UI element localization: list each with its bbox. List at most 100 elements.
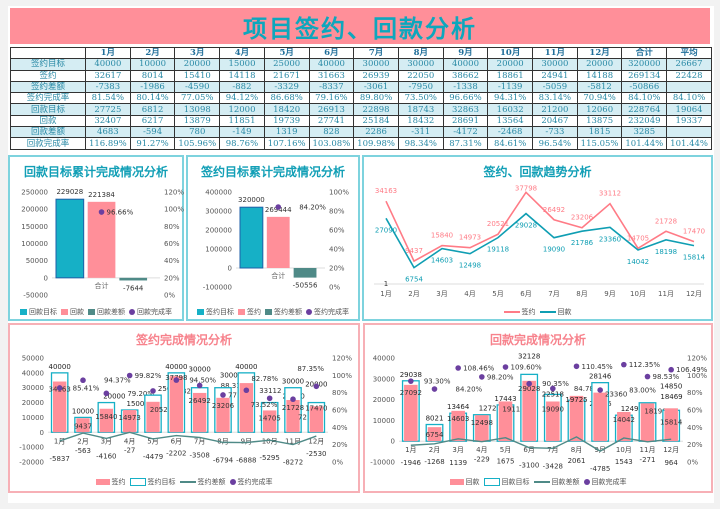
table-cell[interactable]: 79.16%	[308, 92, 355, 105]
table-cell[interactable]: -5059	[532, 80, 578, 94]
table-cell[interactable]: 19739	[263, 114, 310, 128]
table-cell[interactable]: 84.10%	[621, 92, 668, 105]
table-cell[interactable]: 18861	[487, 69, 534, 82]
table-cell[interactable]: 18420	[263, 103, 310, 116]
table-cell[interactable]: 14188	[576, 69, 623, 82]
table-cell[interactable]: 83.14%	[532, 92, 578, 105]
table-cell[interactable]: 107.16%	[263, 137, 310, 150]
table-cell[interactable]: 232049	[621, 114, 668, 128]
table-cell[interactable]: 15410	[174, 69, 221, 82]
table-cell[interactable]: 40000	[308, 58, 355, 71]
table-cell[interactable]: 98.76%	[219, 137, 265, 150]
table-cell[interactable]: -882	[219, 80, 265, 94]
table-cell[interactable]: 12000	[219, 103, 265, 116]
table-cell[interactable]: -311	[397, 126, 444, 139]
table-cell[interactable]: 26667	[666, 58, 712, 71]
table-cell[interactable]: 30000	[532, 58, 578, 71]
table-cell[interactable]: 20000	[576, 58, 623, 71]
table-cell[interactable]: -3329	[263, 80, 310, 94]
table-cell[interactable]: 70.94%	[576, 92, 623, 105]
table-cell[interactable]: 26939	[353, 69, 399, 82]
table-cell[interactable]: 22428	[666, 69, 712, 82]
table-cell[interactable]: -1338	[442, 80, 489, 94]
table-cell[interactable]: -5812	[576, 80, 623, 94]
table-cell[interactable]: -8337	[308, 80, 355, 94]
table-cell[interactable]: 21671	[263, 69, 310, 82]
table-cell[interactable]: 81.54%	[85, 92, 131, 105]
table-cell[interactable]: 24941	[532, 69, 578, 82]
table-cell[interactable]: 98.34%	[397, 137, 444, 150]
table-cell[interactable]: 6217	[129, 114, 176, 128]
table-cell[interactable]: 14118	[219, 69, 265, 82]
table-cell[interactable]: 2286	[353, 126, 399, 139]
table-cell[interactable]: 73.50%	[397, 92, 444, 105]
table-cell[interactable]: 320000	[621, 58, 668, 71]
table-cell[interactable]	[666, 126, 712, 139]
table-cell[interactable]: 269134	[621, 69, 668, 82]
table-cell[interactable]: 27725	[85, 103, 131, 116]
table-cell[interactable]: 13875	[576, 114, 623, 128]
table-cell[interactable]: 18743	[397, 103, 444, 116]
table-cell[interactable]: 780	[174, 126, 221, 139]
table-cell[interactable]: 96.66%	[442, 92, 489, 105]
table-cell[interactable]: 38662	[442, 69, 489, 82]
table-cell[interactable]: 1319	[263, 126, 310, 139]
table-cell[interactable]: 32863	[442, 103, 489, 116]
table-cell[interactable]: 40000	[442, 58, 489, 71]
table-cell[interactable]: 12060	[576, 103, 623, 116]
table-cell[interactable]: 94.12%	[219, 92, 265, 105]
table-cell[interactable]: -3061	[353, 80, 399, 94]
table-cell[interactable]: 80.14%	[129, 92, 176, 105]
table-cell[interactable]: 3285	[621, 126, 668, 139]
table-cell[interactable]: 22050	[397, 69, 444, 82]
table-cell[interactable]: 101.44%	[621, 137, 668, 150]
table-cell[interactable]: 21200	[532, 103, 578, 116]
table-cell[interactable]: 25184	[353, 114, 399, 128]
table-cell[interactable]: -1986	[129, 80, 176, 94]
table-cell[interactable]: 20467	[532, 114, 578, 128]
table-cell[interactable]: 116.89%	[85, 137, 131, 150]
table-cell[interactable]: 6812	[129, 103, 176, 116]
table-cell[interactable]: 19337	[666, 114, 712, 128]
table-cell[interactable]: -733	[532, 126, 578, 139]
table-cell[interactable]: -1139	[487, 80, 534, 94]
table-cell[interactable]: 15000	[219, 58, 265, 71]
table-cell[interactable]: 84.61%	[487, 137, 534, 150]
table-cell[interactable]: 87.31%	[442, 137, 489, 150]
table-cell[interactable]: -4172	[442, 126, 489, 139]
table-cell[interactable]: 8014	[129, 69, 176, 82]
table-cell[interactable]: 30000	[353, 58, 399, 71]
table-cell[interactable]: 20000	[174, 58, 221, 71]
table-cell[interactable]: -7383	[85, 80, 131, 94]
table-cell[interactable]: 105.96%	[174, 137, 221, 150]
table-cell[interactable]: 13098	[174, 103, 221, 116]
table-cell[interactable]: 86.68%	[263, 92, 310, 105]
table-cell[interactable]: -2468	[487, 126, 534, 139]
table-cell[interactable]	[666, 80, 712, 94]
table-cell[interactable]: 228764	[621, 103, 668, 116]
table-cell[interactable]: -4590	[174, 80, 221, 94]
table-cell[interactable]: 89.80%	[353, 92, 399, 105]
table-cell[interactable]: 13879	[174, 114, 221, 128]
table-cell[interactable]: 1815	[576, 126, 623, 139]
table-cell[interactable]: 19064	[666, 103, 712, 116]
table-cell[interactable]: 26913	[308, 103, 355, 116]
table-cell[interactable]: 84.10%	[666, 92, 712, 105]
table-cell[interactable]: 31663	[308, 69, 355, 82]
table-cell[interactable]: 16032	[487, 103, 534, 116]
table-cell[interactable]: -149	[219, 126, 265, 139]
table-cell[interactable]: 25000	[263, 58, 310, 71]
table-cell[interactable]: 101.44%	[666, 137, 712, 150]
table-cell[interactable]: 77.05%	[174, 92, 221, 105]
table-cell[interactable]: -50866	[621, 80, 668, 94]
table-cell[interactable]: 115.05%	[576, 137, 623, 150]
table-cell[interactable]: 103.08%	[308, 137, 355, 150]
table-cell[interactable]: 13564	[487, 114, 534, 128]
table-cell[interactable]: 91.27%	[129, 137, 176, 150]
table-cell[interactable]: -7950	[397, 80, 444, 94]
table-cell[interactable]: 30000	[397, 58, 444, 71]
table-cell[interactable]: 828	[308, 126, 355, 139]
table-cell[interactable]: 10000	[129, 58, 176, 71]
table-cell[interactable]: 32407	[85, 114, 131, 128]
table-cell[interactable]: 28691	[442, 114, 489, 128]
